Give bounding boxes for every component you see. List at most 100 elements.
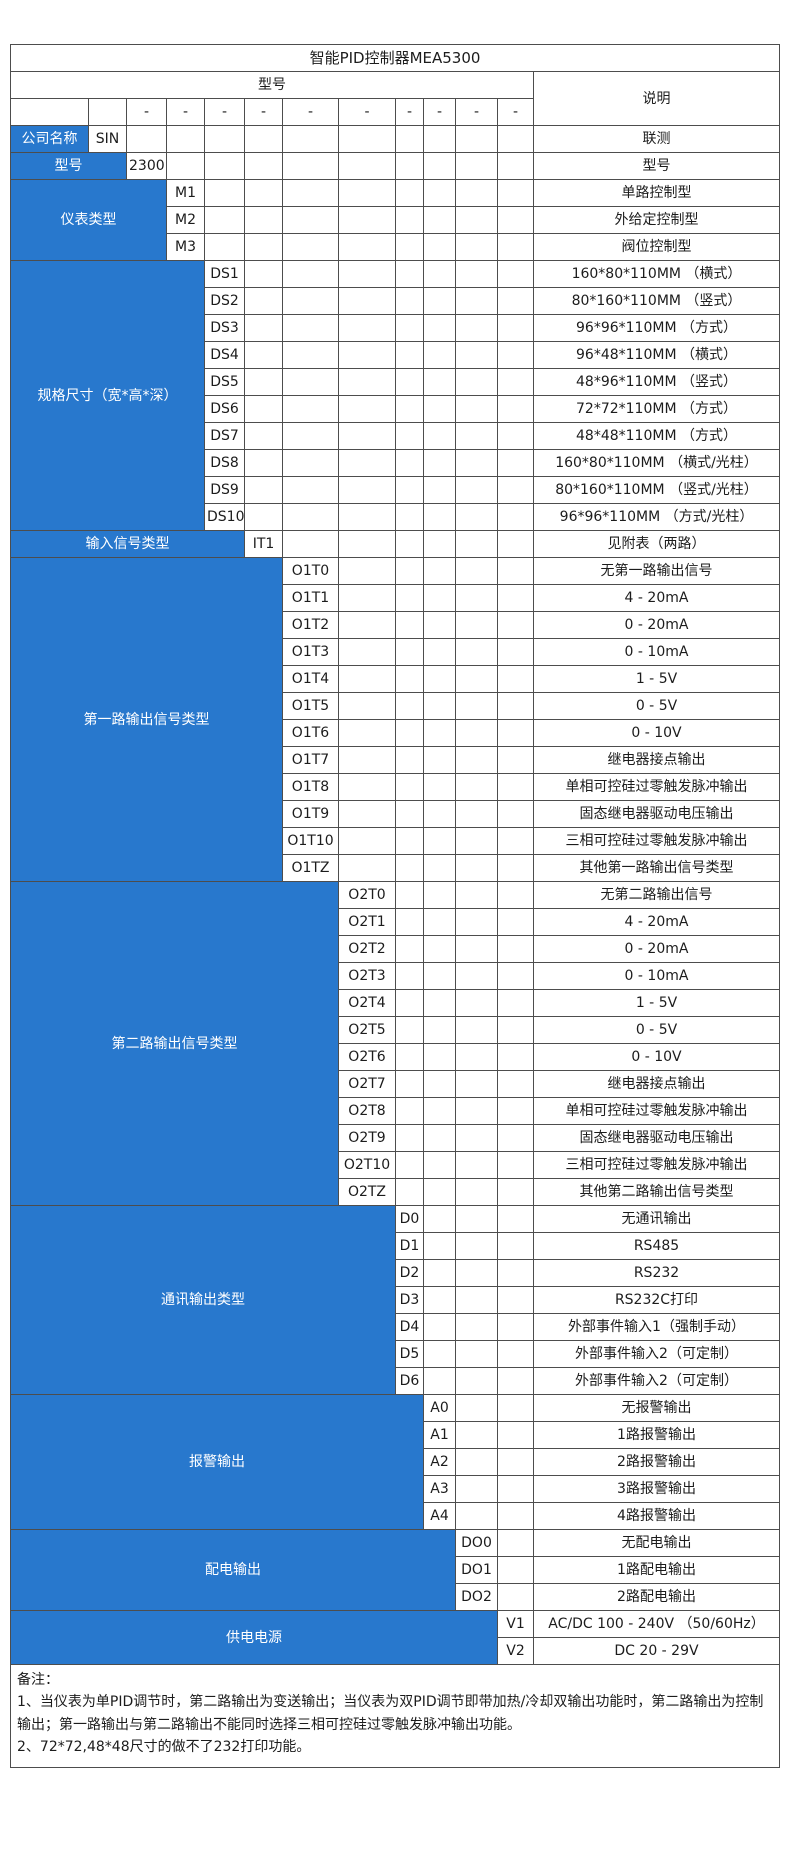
empty-cell (497, 1421, 534, 1449)
description-cell: RS485 (533, 1232, 780, 1260)
empty-cell (244, 368, 283, 396)
description-cell: 无通讯输出 (533, 1205, 780, 1233)
empty-cell (395, 395, 424, 423)
table-row: 供电电源 V1 AC/DC 100 - 240V （50/60Hz） (10, 1610, 780, 1665)
code-cell: O2T4 (338, 989, 396, 1017)
empty-cell (497, 341, 534, 369)
empty-cell (338, 476, 396, 504)
empty-cell (338, 449, 396, 477)
table-row: 型号 2300 型号 (10, 152, 780, 180)
empty-cell (338, 395, 396, 423)
empty-cell (338, 638, 396, 666)
empty-cell (497, 908, 534, 936)
empty-cell (497, 746, 534, 774)
empty-cell (497, 1016, 534, 1044)
section-label: 通讯输出类型 (10, 1205, 396, 1395)
empty-cell (423, 692, 456, 720)
empty-cell (166, 152, 205, 180)
table-row: DS8 160*80*110MM （横式/光柱） (11, 449, 780, 477)
description-cell: 96*48*110MM （横式） (533, 341, 780, 369)
empty-cell (423, 206, 456, 234)
empty-cell (423, 611, 456, 639)
empty-cell (455, 665, 498, 693)
empty-cell (423, 1259, 456, 1287)
code-cell: O2T2 (338, 935, 396, 963)
code-cell: DS8 (204, 449, 245, 477)
empty-cell (423, 395, 456, 423)
table-row: D4 外部事件输入1（强制手动） (11, 1313, 780, 1341)
empty-cell (497, 1070, 534, 1098)
empty-cell (244, 233, 283, 261)
empty-cell (423, 152, 456, 180)
table-row: O2T9 固态继电器驱动电压输出 (11, 1124, 780, 1152)
description-cell: 0 - 10V (533, 719, 780, 747)
code-cell: D2 (395, 1259, 424, 1287)
empty-cell (338, 530, 396, 558)
empty-cell (497, 773, 534, 801)
code-cell: DS3 (204, 314, 245, 342)
table-row: O1T5 0 - 5V (11, 692, 780, 720)
section-label: 输入信号类型 (10, 530, 245, 558)
empty-cell (455, 1340, 498, 1368)
empty-cell (282, 422, 339, 450)
empty-cell (455, 341, 498, 369)
empty-cell (244, 125, 283, 153)
code-cell: O1T6 (282, 719, 339, 747)
empty-cell (395, 233, 424, 261)
empty-cell (244, 341, 283, 369)
empty-cell (423, 1043, 456, 1071)
table-row: DS5 48*96*110MM （竖式） (11, 368, 780, 396)
description-cell: 0 - 10mA (533, 962, 780, 990)
empty-cell (455, 1313, 498, 1341)
empty-cell (282, 476, 339, 504)
table-row: A4 4路报警输出 (11, 1502, 780, 1530)
notes-heading: 备注： (17, 1672, 59, 1688)
code-cell: O1T3 (282, 638, 339, 666)
empty-cell (423, 854, 456, 882)
empty-cell (455, 719, 498, 747)
empty-cell (455, 1070, 498, 1098)
model-column-header: 型号 (10, 71, 534, 99)
empty-cell (455, 530, 498, 558)
empty-cell (455, 1367, 498, 1395)
table-row: DS9 80*160*110MM （竖式/光柱） (11, 476, 780, 504)
description-cell: 0 - 5V (533, 692, 780, 720)
table-row: A3 3路报警输出 (11, 1475, 780, 1503)
separator-cell: - (497, 98, 534, 126)
description-cell: DC 20 - 29V (533, 1637, 780, 1665)
empty-cell (455, 1232, 498, 1260)
empty-cell (497, 557, 534, 585)
empty-cell (455, 233, 498, 261)
description-cell: 48*96*110MM （竖式） (533, 368, 780, 396)
description-cell: 联测 (533, 125, 780, 153)
description-cell: 4 - 20mA (533, 908, 780, 936)
empty-cell (497, 1583, 534, 1611)
empty-cell (338, 665, 396, 693)
empty-cell (455, 314, 498, 342)
description-cell: 外给定控制型 (533, 206, 780, 234)
code-cell: D5 (395, 1340, 424, 1368)
description-cell: 0 - 20mA (533, 611, 780, 639)
code-cell: O2T6 (338, 1043, 396, 1071)
code-cell: M2 (166, 206, 205, 234)
empty-cell (455, 1259, 498, 1287)
empty-cell (497, 1394, 534, 1422)
empty-cell (497, 1529, 534, 1557)
empty-cell (395, 206, 424, 234)
empty-cell (455, 1151, 498, 1179)
code-cell: O2T8 (338, 1097, 396, 1125)
description-cell: RS232 (533, 1259, 780, 1287)
empty-cell (497, 611, 534, 639)
description-cell: 4 - 20mA (533, 584, 780, 612)
section-label: 第二路输出信号类型 (10, 881, 339, 1206)
empty-cell (455, 908, 498, 936)
code-cell: O1T4 (282, 665, 339, 693)
table-row: O2T3 0 - 10mA (11, 962, 780, 990)
table-row: DS7 48*48*110MM （方式） (11, 422, 780, 450)
empty-cell (395, 746, 424, 774)
code-cell: D0 (395, 1205, 424, 1233)
empty-cell (497, 935, 534, 963)
empty-cell (497, 179, 534, 207)
empty-cell (338, 584, 396, 612)
empty-cell (423, 1367, 456, 1395)
